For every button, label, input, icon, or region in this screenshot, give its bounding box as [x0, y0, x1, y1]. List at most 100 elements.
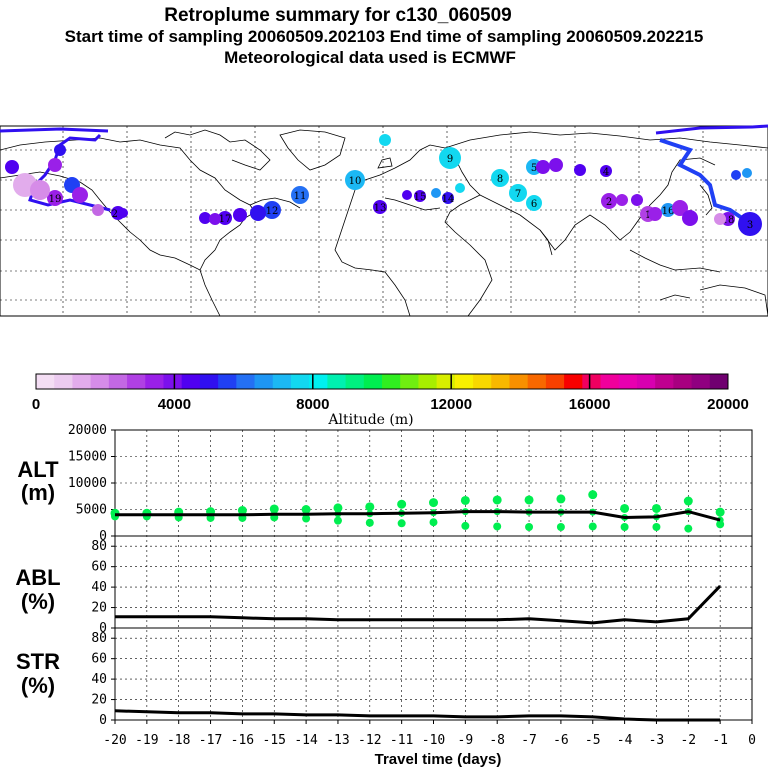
x-axis-label: Travel time (days)	[375, 751, 502, 768]
day-marker-4	[600, 165, 612, 177]
alt-point-high	[492, 495, 502, 505]
colorbar-cell	[709, 374, 729, 389]
colorbar-cell	[691, 374, 711, 389]
alt-point-high	[651, 503, 661, 513]
xtick-label: -4	[617, 733, 633, 748]
plume-puff	[30, 180, 50, 200]
abl-axis-name: ABL	[15, 565, 60, 590]
day-marker-9	[439, 147, 461, 169]
alt-point-low	[365, 518, 374, 527]
colorbar-cell	[491, 374, 510, 389]
plume-puff	[616, 194, 628, 206]
colorbar-cell	[564, 374, 583, 389]
colorbar-cell	[108, 374, 128, 389]
day-marker-label-6: 6	[531, 199, 537, 210]
day-marker-10	[345, 170, 365, 190]
colorbar-cell	[655, 374, 674, 389]
colorbar-cell	[527, 374, 547, 389]
day-marker-label-9: 9	[447, 154, 453, 165]
plume-puff	[731, 170, 741, 180]
str-ytick-label: 60	[91, 652, 107, 667]
abl-ytick-label: 80	[91, 539, 107, 554]
colorbar-cell	[309, 374, 328, 389]
x-tick-labels: -20 -19 -18 -17 -16 -15 -14 -13 -12 -11 -10 -9 -8 -7-…	[103, 720, 756, 748]
plume-puff	[682, 210, 698, 226]
day-marker-label-1: 1	[645, 210, 651, 221]
day-marker-label-2: 2	[606, 197, 612, 208]
xtick-label: -14	[294, 733, 318, 748]
abl-ytick-label: 0	[99, 621, 107, 636]
colorbar-labels: 0 4000 8000 12000 16000 20000	[32, 396, 749, 413]
abl-axis-unit: (%)	[21, 589, 55, 614]
colorbar-cell	[382, 374, 401, 389]
day-marker-15	[414, 190, 426, 202]
str-axis-name: STR	[16, 649, 60, 674]
str-axis-unit: (%)	[21, 673, 55, 698]
plume-puff	[72, 187, 88, 203]
day-marker-label-15: 15	[414, 192, 427, 203]
xtick-label: -3	[649, 733, 665, 748]
alt-ytick-label: 10000	[68, 476, 107, 491]
xtick-label: -11	[390, 733, 413, 748]
colorbar-cell	[400, 374, 419, 389]
colorbar-cell	[145, 374, 164, 389]
day-marker-11	[291, 186, 309, 204]
str-yticks: 0 20 40 60 80	[91, 631, 115, 728]
alt-point-high	[524, 495, 534, 505]
xtick-label: -18	[167, 733, 190, 748]
xtick-label: -10	[422, 733, 445, 748]
colorbar-label: 4000	[158, 396, 191, 413]
plume-puff	[92, 204, 104, 216]
day-marker-label-11: 11	[294, 191, 307, 202]
abl-ytick-label: 40	[91, 580, 107, 595]
plume-puff	[402, 190, 412, 200]
alt-point-low	[620, 522, 629, 531]
day-marker-16	[661, 203, 675, 217]
coastlines	[0, 129, 768, 317]
colorbar-cell	[236, 374, 256, 389]
colorbar-cell	[254, 374, 274, 389]
colorbar-cell	[345, 374, 365, 389]
day-marker-2	[601, 193, 617, 209]
plume-puff	[536, 160, 550, 174]
map-frame	[0, 125, 768, 317]
day-marker-8	[491, 169, 509, 187]
colorbar-cell	[454, 374, 474, 389]
alt-axis-unit: (m)	[21, 480, 55, 505]
colorbar-cell	[218, 374, 237, 389]
colorbar-cell	[163, 374, 183, 389]
alt-series-line	[115, 510, 721, 522]
plume-puff	[714, 213, 726, 225]
alt-point-low	[493, 522, 502, 531]
alt-point-high	[620, 503, 630, 513]
colorbar-cell	[54, 374, 73, 389]
colorbar-cell	[72, 374, 92, 389]
plume-puff	[48, 158, 62, 172]
day-marker-label-18: 18	[722, 215, 735, 226]
plume-puff	[672, 200, 688, 216]
vertical-gridlines	[146, 430, 721, 720]
alt-point-high	[269, 504, 279, 514]
plume-puff	[233, 208, 247, 222]
colorbar-cell	[636, 374, 656, 389]
plume-puff	[742, 168, 752, 178]
colorbar-cell	[473, 374, 492, 389]
xtick-label: -6	[553, 733, 569, 748]
xtick-label: -13	[326, 733, 349, 748]
plume-puff	[549, 158, 563, 172]
alt-ytick-label: 0	[99, 529, 107, 544]
day-marker-label-16: 16	[662, 206, 675, 217]
xtick-label: -16	[231, 733, 254, 748]
plume-puff	[648, 207, 662, 221]
abl-ytick-label: 60	[91, 560, 107, 575]
colorbar-label: 16000	[569, 396, 611, 413]
alt-point-low	[429, 518, 438, 527]
plume-puff	[431, 188, 441, 198]
xtick-label: -19	[135, 733, 158, 748]
day-marker-label-20: 20	[112, 209, 125, 220]
day-marker-label-12: 12	[266, 206, 279, 217]
alt-point-high	[333, 503, 343, 513]
alt-point-low	[333, 516, 342, 525]
